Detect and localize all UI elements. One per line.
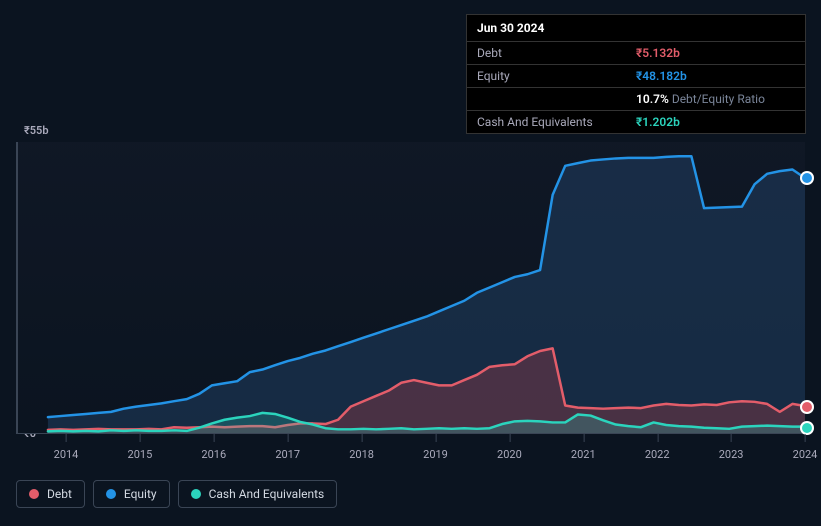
plot-svg xyxy=(18,142,805,433)
x-tick-mark xyxy=(288,434,289,442)
tooltip-row-label: Debt xyxy=(477,46,636,60)
x-tick-label: 2022 xyxy=(645,448,670,461)
x-tick-text: 2016 xyxy=(201,448,226,461)
x-tick-mark xyxy=(583,434,584,442)
legend-label: Debt xyxy=(47,487,72,501)
x-tick-label: 2019 xyxy=(423,448,448,461)
x-tick-label: 2023 xyxy=(719,448,744,461)
x-tick-mark xyxy=(214,434,215,442)
legend: Debt Equity Cash And Equivalents xyxy=(16,480,337,508)
x-tick-label: 2024 xyxy=(793,448,818,461)
x-tick-mark xyxy=(805,434,806,442)
x-tick-label: 2017 xyxy=(275,448,300,461)
x-tick-label: 2014 xyxy=(54,448,79,461)
legend-dot-icon xyxy=(106,489,116,499)
tooltip-row-value: 10.7% Debt/Equity Ratio xyxy=(636,92,795,106)
tooltip-row-value: ₹48.182b xyxy=(636,69,795,83)
legend-item[interactable]: Equity xyxy=(93,480,170,508)
tooltip-row: 10.7% Debt/Equity Ratio xyxy=(467,87,805,110)
x-tick-text: 2015 xyxy=(128,448,153,461)
x-tick-text: 2021 xyxy=(571,448,596,461)
x-tick-label: 2020 xyxy=(497,448,522,461)
tooltip-row-label xyxy=(477,92,636,106)
tooltip-row-sublabel: Debt/Equity Ratio xyxy=(669,92,765,106)
legend-item[interactable]: Cash And Equivalents xyxy=(178,480,338,508)
series-end-dot-icon xyxy=(802,402,812,412)
x-tick-text: 2020 xyxy=(497,448,522,461)
x-tick-mark xyxy=(435,434,436,442)
tooltip-date: Jun 30 2024 xyxy=(467,15,805,41)
chart-area[interactable] xyxy=(16,142,805,434)
tooltip-row-value: ₹5.132b xyxy=(636,46,795,60)
series-end-dot-icon xyxy=(802,173,812,183)
y-axis-top-label: ₹55b xyxy=(24,124,49,137)
tooltip-row-value: ₹1.202b xyxy=(636,115,795,129)
x-tick-mark xyxy=(66,434,67,442)
x-tick-mark xyxy=(362,434,363,442)
legend-label: Equity xyxy=(124,487,157,501)
x-tick-text: 2023 xyxy=(719,448,744,461)
x-tick-mark xyxy=(509,434,510,442)
x-tick-text: 2014 xyxy=(54,448,79,461)
tooltip-row: Debt₹5.132b xyxy=(467,41,805,64)
tooltip-row-label: Cash And Equivalents xyxy=(477,115,636,129)
x-tick-mark xyxy=(140,434,141,442)
x-tick-label: 2016 xyxy=(201,448,226,461)
tooltip-row-label: Equity xyxy=(477,69,636,83)
tooltip-box: Jun 30 2024 Debt₹5.132bEquity₹48.182b10.… xyxy=(466,14,806,134)
x-axis: 2014 2015 2016 2017 2018 2019 2020 2021 2022 2023… xyxy=(16,448,805,466)
tooltip-row: Equity₹48.182b xyxy=(467,64,805,87)
legend-dot-icon xyxy=(191,489,201,499)
x-tick-label: 2018 xyxy=(349,448,374,461)
x-tick-mark xyxy=(731,434,732,442)
x-tick-text: 2018 xyxy=(349,448,374,461)
x-tick-label: 2021 xyxy=(571,448,596,461)
legend-dot-icon xyxy=(29,489,39,499)
x-tick-text: 2022 xyxy=(645,448,670,461)
legend-label: Cash And Equivalents xyxy=(209,487,325,501)
series-end-dot-icon xyxy=(802,423,812,433)
x-tick-mark xyxy=(657,434,658,442)
legend-item[interactable]: Debt xyxy=(16,480,85,508)
x-tick-text: 2017 xyxy=(275,448,300,461)
x-tick-text: 2019 xyxy=(423,448,448,461)
tooltip-row: Cash And Equivalents₹1.202b xyxy=(467,110,805,133)
x-tick-text: 2024 xyxy=(793,448,818,461)
x-tick-label: 2015 xyxy=(128,448,153,461)
